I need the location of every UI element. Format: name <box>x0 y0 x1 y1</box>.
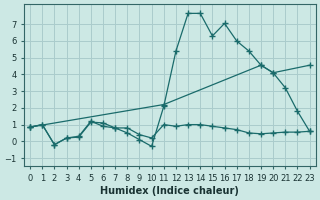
X-axis label: Humidex (Indice chaleur): Humidex (Indice chaleur) <box>100 186 239 196</box>
